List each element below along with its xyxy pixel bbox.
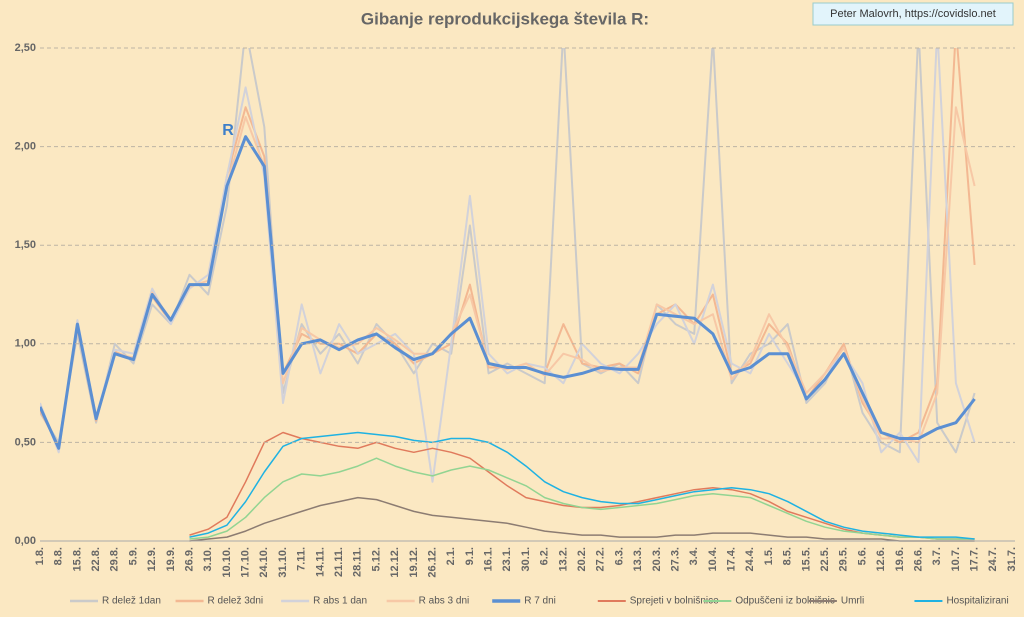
x-tick-label: 6.3. [613,547,625,565]
series-line [189,431,975,540]
y-tick-label: 2,00 [15,141,36,153]
x-tick-label: 3.4. [688,547,700,565]
x-tick-label: 8.5. [782,547,794,565]
x-tick-label: 2.1. [445,547,457,565]
credit-box [812,2,1014,26]
y-tick-label: 0,50 [15,436,36,448]
x-tick-label: 16.1. [483,547,495,571]
legend-label: R abs 3 dni [419,596,470,607]
x-tick-label: 26.12. [426,547,438,578]
x-tick-label: 17.7. [969,547,981,571]
x-tick-label: 19.12. [408,547,420,578]
x-tick-label: 30.1. [520,547,532,571]
x-tick-label: 24.7. [987,547,999,571]
legend-label: Umrli [841,596,864,607]
x-tick-label: 27.3. [669,547,681,571]
x-tick-label: 5.6. [856,547,868,565]
x-tick-label: 29.8. [109,547,121,571]
x-tick-label: 3.7. [931,547,943,565]
x-tick-label: 24.10. [258,547,270,578]
x-tick-label: 1.5. [763,547,775,565]
x-tick-label: 17.10. [240,547,252,578]
x-tick-label: 22.8. [90,547,102,571]
x-tick-label: 31.7. [1006,547,1018,571]
x-tick-label: 26.6. [912,547,924,571]
legend-label: R abs 1 dan [313,596,367,607]
x-tick-label: 7.11. [296,547,308,571]
x-tick-label: 22.5. [819,547,831,571]
x-tick-label: 12.9. [146,547,158,571]
legend-label: Hospitalizirani [946,596,1008,607]
series-line [189,496,975,542]
x-tick-label: 12.12. [389,547,401,578]
x-tick-label: 24.4. [744,547,756,571]
x-tick-label: 21.11. [333,547,345,577]
x-tick-label: 3.10. [202,547,214,571]
x-tick-label: 15.8. [71,547,83,571]
x-tick-label: 1.8. [34,547,46,565]
x-tick-label: 10.10. [221,547,233,578]
legend-label: R 7 dni [524,596,556,607]
x-tick-label: 17.4. [726,547,738,571]
x-tick-label: 5.9. [127,547,139,565]
legend-label: R delež 3dni [208,596,264,607]
x-tick-label: 31.10. [277,547,289,578]
series-line [40,135,976,450]
x-tick-label: 20.3. [651,547,663,571]
legend-label: R delež 1dan [102,596,161,607]
x-tick-label: 9.1. [464,547,476,565]
x-tick-label: 10.4. [707,547,719,571]
x-tick-label: 8.8. [53,547,65,565]
x-tick-label: 13.3. [632,547,644,571]
y-tick-label: 0,00 [15,535,36,547]
legend-label: Sprejeti v bolnišnice [630,596,719,607]
y-tick-label: 1,50 [15,239,36,251]
credit: Peter Malovrh, https://covidslo.net [830,8,996,20]
legend-label: Odpuščeni iz bolnišnic [735,596,835,607]
x-tick-label: 15.5. [800,547,812,571]
x-tick-label: 20.2. [576,547,588,571]
series-line [40,48,976,454]
x-tick-label: 14.11. [314,547,326,577]
x-tick-label: 23.1. [501,547,513,571]
x-tick-label: 10.7. [950,547,962,571]
x-tick-label: 28.11. [352,547,364,577]
x-tick-label: 6.2. [539,547,551,565]
x-tick-label: 12.6. [875,547,887,571]
series-line [189,457,975,540]
x-tick-label: 19.9. [165,547,177,571]
y-tick-label: 2,50 [15,42,36,54]
x-tick-label: 26.9. [183,547,195,571]
x-tick-label: 27.2. [595,547,607,571]
r-annotation: R [222,122,234,139]
x-tick-label: 19.6. [894,547,906,571]
y-tick-label: 1,00 [15,338,36,350]
x-tick-label: 5.12. [370,547,382,571]
x-tick-label: 29.5. [838,547,850,571]
x-tick-label: 13.2. [557,547,569,571]
chart-title: Gibanje reprodukcijskega števila R: [361,9,649,28]
